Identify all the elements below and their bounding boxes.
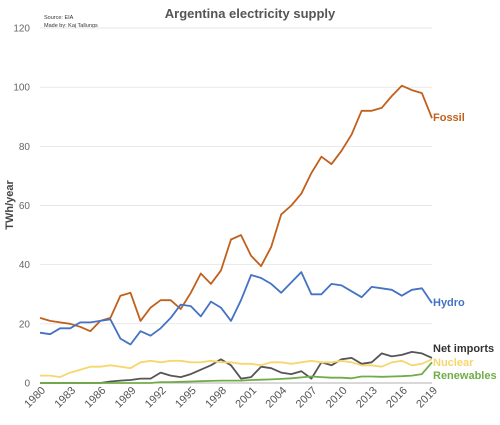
- x-tick-label: 2007: [294, 385, 320, 411]
- x-tick-label: 1998: [203, 385, 229, 411]
- x-tick-label: 2010: [324, 385, 350, 411]
- series-line-fossil: [39, 84, 433, 333]
- y-tick-label: 0: [24, 379, 30, 390]
- series-line-nuclear: [40, 358, 433, 379]
- y-tick-label: 120: [13, 24, 30, 35]
- y-axis-label: TWh/year: [4, 180, 16, 230]
- series-label: Net imports: [433, 343, 494, 355]
- series-line-hydro: [39, 271, 433, 346]
- x-tick-label: 2016: [384, 385, 410, 411]
- y-tick-label: 80: [19, 142, 31, 153]
- series-line-renewables: [40, 361, 433, 384]
- y-tick-label: 20: [19, 319, 31, 330]
- x-tick-labels: 1980 1983 1986 1989 1992 1995 1998 2001 2004 2007…: [22, 385, 440, 411]
- x-tick-label: 1989: [113, 385, 139, 411]
- x-tick-label: 2004: [264, 385, 290, 411]
- x-tick-label: 1992: [143, 385, 169, 411]
- series-label: Fossil: [433, 112, 465, 124]
- x-tick-label: 2013: [354, 385, 380, 411]
- source-note: Source: EIA: [44, 15, 74, 21]
- x-tick-label: 1983: [52, 385, 78, 411]
- x-tick-label: 2001: [233, 385, 259, 411]
- series-label: Hydro: [433, 297, 465, 309]
- x-tick-label: 2019: [414, 385, 440, 411]
- series-layer: [39, 84, 433, 384]
- y-tick-label: 100: [13, 83, 30, 94]
- x-tick-label: 1995: [173, 385, 199, 411]
- series-label: Nuclear: [433, 357, 474, 369]
- chart-title: Argentina electricity supply: [165, 6, 336, 21]
- y-tick-label: 40: [19, 260, 31, 271]
- grid-layer: [40, 27, 432, 384]
- y-tick-label: 60: [19, 201, 31, 212]
- y-tick-labels: 0 20 40 60 80 100 120: [13, 24, 30, 390]
- series-label: Renewables: [433, 370, 497, 382]
- x-tick-label: 1986: [83, 385, 109, 411]
- author-note: Made by: Kaj Tallungs: [44, 23, 98, 29]
